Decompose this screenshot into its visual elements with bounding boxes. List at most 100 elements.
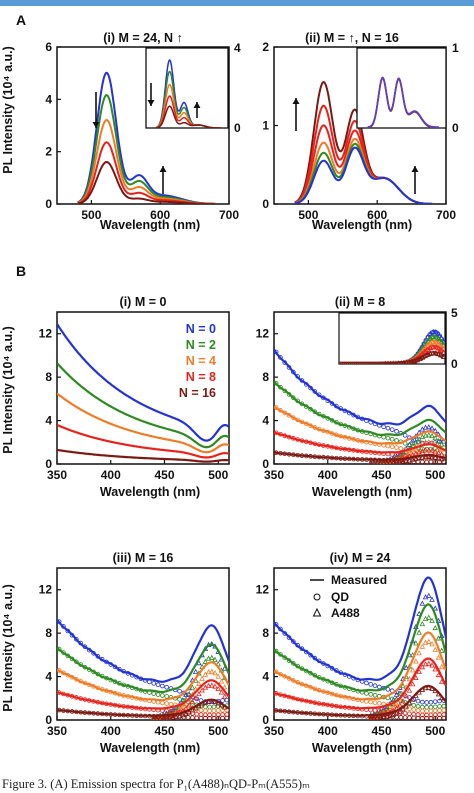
a488-marker: [422, 447, 429, 453]
a488-marker: [218, 678, 225, 684]
qd-marker: [415, 712, 421, 718]
qd-marker: [398, 446, 404, 451]
qd-marker: [424, 712, 429, 718]
series-line-B-i: [57, 423, 229, 459]
qd-marker: [368, 699, 374, 705]
inset-marker: [435, 351, 442, 357]
a488-marker: [400, 458, 406, 464]
A-i-series: [77, 160, 216, 204]
a488-marker: [400, 683, 406, 689]
x-axis-label: Wavelength (nm): [100, 485, 200, 499]
series-line-B-iv: [274, 631, 446, 701]
a488-marker: [429, 433, 435, 439]
qd-marker: [207, 715, 212, 720]
inset-marker: [386, 360, 390, 364]
qd-marker: [432, 708, 438, 714]
a488-marker: [413, 455, 419, 461]
a488-marker: [409, 681, 416, 687]
a488-marker: [406, 457, 413, 463]
a488-marker: [374, 714, 380, 720]
a488-marker: [416, 629, 422, 635]
a488-marker: [406, 687, 413, 693]
qd-marker: [164, 694, 169, 699]
a488-marker: [387, 458, 393, 464]
a488-marker: [221, 684, 228, 690]
qd-marker: [198, 707, 204, 713]
qd-marker: [291, 639, 296, 644]
qd-marker: [207, 704, 212, 710]
qd-marker: [377, 684, 382, 690]
a488-marker: [391, 459, 396, 464]
plot-title-A-ii: (ii) M = ↑, N = 16: [305, 31, 399, 45]
a488-marker: [189, 698, 196, 705]
a488-marker: [205, 698, 212, 704]
qd-marker: [160, 683, 165, 689]
a488-marker: [176, 707, 183, 713]
qd-marker: [415, 704, 421, 709]
qd-marker: [437, 712, 442, 718]
arrow-up-A-ii-right-head: [411, 166, 419, 172]
qd-marker: [389, 696, 395, 702]
x-tick-label: 500: [208, 468, 228, 482]
qd-marker: [385, 714, 391, 720]
inset-marker: [430, 333, 436, 340]
qd-marker: [420, 459, 425, 464]
series-line-B-iii: [57, 679, 229, 710]
qd-marker: [407, 715, 412, 720]
qd-marker: [385, 425, 391, 431]
a488-marker: [371, 715, 377, 720]
x-tick-label: 350: [47, 468, 67, 482]
y-tick-label: 0: [45, 197, 52, 211]
x-tick-label: 400: [318, 468, 338, 482]
inset-marker: [342, 361, 347, 364]
y-tick-label: 8: [45, 370, 52, 384]
a488-marker: [416, 610, 422, 617]
x-axis-label: Wavelength (nm): [312, 485, 412, 499]
y-tick-label: 2: [45, 145, 52, 159]
qd-marker: [168, 701, 174, 707]
a488-marker: [154, 715, 160, 720]
qd-marker: [398, 453, 404, 458]
qd-marker: [215, 712, 221, 718]
a488-marker: [186, 690, 192, 697]
inset-marker: [388, 360, 393, 364]
qd-marker: [364, 680, 369, 686]
a488-marker: [368, 460, 373, 464]
A-ii-inset-series: [367, 76, 439, 128]
a488-marker: [167, 714, 173, 720]
a488-marker: [384, 706, 390, 712]
a488-marker: [413, 674, 419, 680]
a488-marker: [209, 654, 215, 660]
a488-marker: [432, 454, 439, 460]
a488-marker: [176, 713, 183, 719]
legend-a488: A488: [331, 606, 360, 620]
qd-marker: [415, 715, 421, 720]
inset-marker: [383, 360, 388, 364]
series-line-B-iv: [274, 576, 446, 681]
inset-marker: [343, 361, 349, 364]
a488-marker: [426, 447, 432, 453]
a488-marker: [438, 663, 445, 670]
series-line-B-i: [57, 392, 229, 454]
a488-marker: [432, 435, 439, 441]
qd-marker: [432, 715, 438, 720]
a488-marker: [426, 684, 432, 690]
qd-marker: [207, 708, 212, 714]
a488-marker: [426, 592, 432, 598]
a488-marker: [202, 658, 209, 664]
a488-marker: [435, 654, 442, 660]
qd-marker: [424, 700, 429, 705]
y-axis-label: PL Intensity (10⁴ a.u.): [1, 584, 15, 712]
series-line-B-ii: [274, 380, 446, 437]
y-tick-label: 0: [262, 457, 269, 471]
a488-marker: [422, 432, 429, 438]
qd-marker: [437, 704, 442, 709]
qd-marker: [415, 698, 421, 704]
qd-marker: [437, 715, 442, 720]
a488-marker: [397, 690, 403, 696]
a488-marker: [409, 437, 416, 443]
a488-marker: [380, 714, 387, 720]
y-axis-label: PL Intensity (10⁴ a.u.): [1, 46, 15, 174]
series-line-B-ii: [274, 430, 446, 454]
